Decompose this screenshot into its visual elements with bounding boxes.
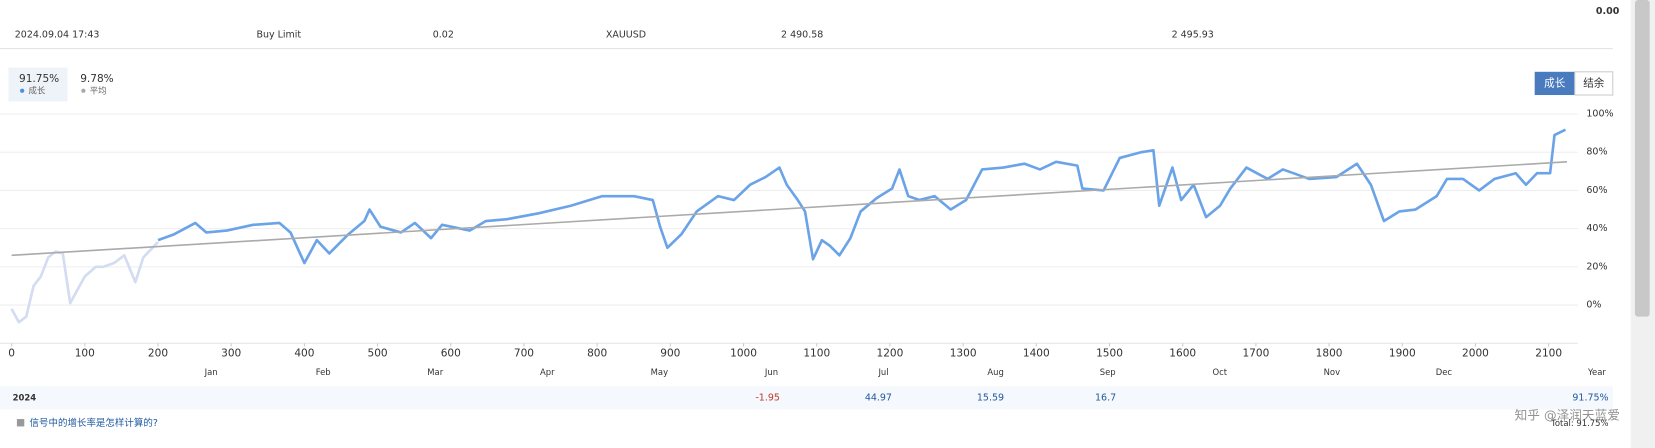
- tab-label[interactable]: 平均: [90, 85, 107, 95]
- watermark: 知乎 @泽润天蓝爱: [1515, 407, 1620, 422]
- footer-total: Total: 91.75%: [1550, 418, 1608, 428]
- tab-dot: [20, 88, 25, 93]
- button-active[interactable]: [1534, 71, 1575, 96]
- x-tick-label: 1900: [1389, 348, 1416, 360]
- x-tick-label: 900: [660, 348, 680, 360]
- table-row-bg: [0, 386, 1613, 410]
- order-field: 0.02: [433, 29, 454, 40]
- scrollbar-thumb[interactable]: [1634, 0, 1650, 317]
- x-tick-label: 1200: [877, 348, 904, 360]
- month-label: Aug: [987, 367, 1003, 377]
- x-tick-label: 0: [8, 348, 15, 360]
- tab-dot: [81, 88, 86, 93]
- help-icon: [16, 419, 25, 427]
- month-label: Oct: [1212, 367, 1227, 377]
- balance: 0.00: [1596, 6, 1620, 17]
- tab-label[interactable]: 成长: [28, 85, 45, 95]
- month-value: -1.95: [755, 392, 780, 403]
- y-tick-label: 80%: [1586, 147, 1607, 158]
- x-tick-label: 300: [221, 348, 241, 360]
- x-tick-label: 500: [368, 348, 388, 360]
- x-tick-label: 1400: [1023, 348, 1050, 360]
- month-label: Apr: [540, 367, 555, 377]
- tab-value[interactable]: 9.78%: [80, 73, 114, 85]
- button[interactable]: [1574, 71, 1614, 96]
- button-label[interactable]: 结余: [1583, 76, 1605, 89]
- order-field: 2024.09.04 17:43: [15, 29, 100, 40]
- y-tick-label: 0%: [1586, 300, 1601, 311]
- month-label: Mar: [427, 367, 443, 377]
- order-field: 2 495.93: [1172, 29, 1214, 40]
- button-label[interactable]: 成长: [1544, 77, 1566, 89]
- x-tick-label: 700: [514, 348, 534, 360]
- line-series: [11, 161, 1568, 257]
- x-tick-label: 200: [148, 348, 168, 360]
- tab-active[interactable]: [8, 67, 68, 102]
- tab-value[interactable]: 91.75%: [19, 73, 59, 85]
- month-label: Jul: [877, 367, 888, 377]
- month-label: Nov: [1324, 367, 1340, 377]
- line-series: [157, 128, 1567, 265]
- line-series: [10, 241, 159, 324]
- order-field: 2 490.58: [781, 29, 823, 40]
- x-tick-label: 2000: [1462, 348, 1489, 360]
- x-tick-label: 100: [75, 348, 95, 360]
- x-tick-label: 2100: [1535, 348, 1562, 360]
- y-tick-label: 40%: [1586, 223, 1607, 234]
- row-year: 2024: [13, 392, 37, 402]
- month-label: Jan: [204, 367, 218, 377]
- y-tick-label: 20%: [1586, 261, 1607, 272]
- help-link[interactable]: 信号中的增长率是怎样计算的?: [30, 417, 158, 429]
- year-header: Year: [1587, 367, 1606, 377]
- x-tick-label: 1700: [1242, 348, 1269, 360]
- row-total: 91.75%: [1572, 392, 1608, 403]
- x-tick-label: 1000: [730, 348, 757, 360]
- x-tick-label: 400: [294, 348, 314, 360]
- month-label: May: [651, 367, 668, 377]
- month-label: Jun: [764, 367, 778, 377]
- x-tick-label: 1600: [1169, 348, 1196, 360]
- x-tick-label: 1500: [1096, 348, 1123, 360]
- x-tick-label: 600: [441, 348, 461, 360]
- y-tick-label: 100%: [1586, 109, 1613, 120]
- order-field: XAUUSD: [606, 29, 646, 40]
- month-label: Dec: [1436, 367, 1453, 377]
- x-tick-label: 1100: [803, 348, 830, 360]
- order-field: Buy Limit: [256, 29, 301, 40]
- month-value: 16.7: [1095, 392, 1116, 403]
- x-tick-label: 1800: [1316, 348, 1343, 360]
- month-label: Sep: [1100, 367, 1116, 377]
- month-label: Feb: [316, 367, 331, 377]
- month-value: 44.97: [865, 392, 892, 403]
- x-tick-label: 1300: [950, 348, 977, 360]
- month-value: 15.59: [977, 392, 1004, 403]
- y-tick-label: 60%: [1586, 185, 1607, 196]
- x-tick-label: 800: [587, 348, 607, 360]
